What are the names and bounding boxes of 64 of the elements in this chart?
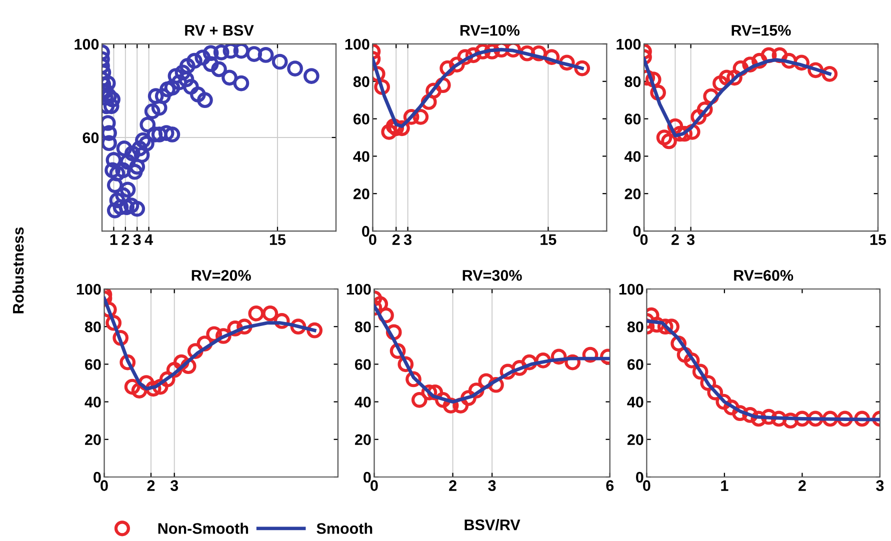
y-tick-label: 100 bbox=[76, 284, 101, 295]
x-tick-label: 3 bbox=[686, 234, 695, 246]
chart-title: RV=30% bbox=[462, 270, 522, 281]
x-tick-label: 2 bbox=[392, 234, 400, 245]
y-tick-label: 100 bbox=[346, 284, 371, 295]
y-tick-label: 20 bbox=[627, 434, 644, 446]
x-tick-label: 15 bbox=[870, 234, 886, 246]
y-tick-label: 80 bbox=[624, 76, 641, 88]
x-tick-label: 3 bbox=[404, 234, 412, 246]
y-tick-label: 0 bbox=[94, 472, 101, 483]
y-tick-label: 60 bbox=[85, 359, 101, 370]
x-tick-label: 1 bbox=[721, 480, 728, 491]
y-tick-label: 100 bbox=[619, 284, 644, 295]
x-tick-label: 1 bbox=[110, 234, 118, 245]
y-tick-label: 100 bbox=[74, 38, 99, 50]
y-tick-label: 40 bbox=[353, 151, 370, 162]
y-tick-label: 40 bbox=[627, 396, 644, 408]
x-tick-label: 2 bbox=[147, 480, 155, 491]
y-tick-label: 60 bbox=[355, 359, 371, 370]
x-tick-label: 6 bbox=[606, 480, 614, 491]
y-tick-label: 60 bbox=[624, 114, 641, 124]
x-tick-label: 2 bbox=[122, 234, 130, 245]
x-tick-label: 2 bbox=[798, 480, 806, 491]
y-tick-label: 0 bbox=[364, 472, 371, 483]
x-tick-label: 0 bbox=[643, 480, 650, 491]
chart-title: RV=10% bbox=[460, 24, 520, 36]
y-tick-label: 80 bbox=[353, 76, 370, 88]
y-tick-label: 0 bbox=[636, 472, 644, 483]
y-tick-label: 40 bbox=[354, 396, 371, 408]
y-tick-label: 60 bbox=[353, 114, 370, 124]
x-tick-label: 3 bbox=[876, 480, 884, 492]
x-tick-label: 3 bbox=[488, 480, 496, 492]
y-axis-title: Robustness bbox=[12, 227, 24, 314]
y-tick-label: 0 bbox=[633, 226, 641, 237]
y-tick-label: 60 bbox=[627, 359, 644, 370]
x-tick-label: 3 bbox=[170, 480, 178, 492]
y-tick-label: 80 bbox=[354, 321, 371, 332]
x-axis-title: BSV/RV bbox=[464, 519, 520, 530]
x-tick-label: 0 bbox=[100, 480, 108, 491]
x-tick-label: 2 bbox=[671, 234, 679, 245]
x-tick-label: 2 bbox=[449, 480, 456, 491]
y-tick-label: 0 bbox=[362, 226, 370, 237]
y-tick-label: 40 bbox=[84, 396, 101, 408]
y-tick-label: 60 bbox=[82, 132, 99, 144]
y-tick-label: 100 bbox=[616, 38, 641, 50]
y-tick-label: 20 bbox=[624, 188, 641, 200]
y-tick-label: 80 bbox=[84, 321, 101, 332]
y-tick-label: 20 bbox=[353, 188, 370, 200]
y-tick-label: 20 bbox=[354, 434, 371, 446]
chart-title: RV + BSV bbox=[185, 24, 254, 36]
x-tick-label: 4 bbox=[144, 234, 153, 245]
legend-label: Non-Smooth bbox=[158, 522, 248, 534]
x-tick-label: 3 bbox=[133, 234, 141, 246]
x-tick-label: 0 bbox=[370, 480, 378, 491]
x-tick-label: 15 bbox=[270, 234, 286, 246]
y-tick-label: 20 bbox=[85, 434, 101, 446]
chart-title: RV=60% bbox=[734, 270, 794, 281]
x-tick-label: 15 bbox=[540, 234, 556, 246]
legend-label: Smooth bbox=[316, 522, 372, 534]
y-tick-label: 40 bbox=[624, 151, 641, 162]
y-tick-label: 100 bbox=[345, 38, 370, 50]
chart-title: RV=20% bbox=[192, 270, 251, 281]
chart-title: RV=15% bbox=[732, 25, 791, 36]
y-tick-label: 80 bbox=[627, 321, 644, 332]
